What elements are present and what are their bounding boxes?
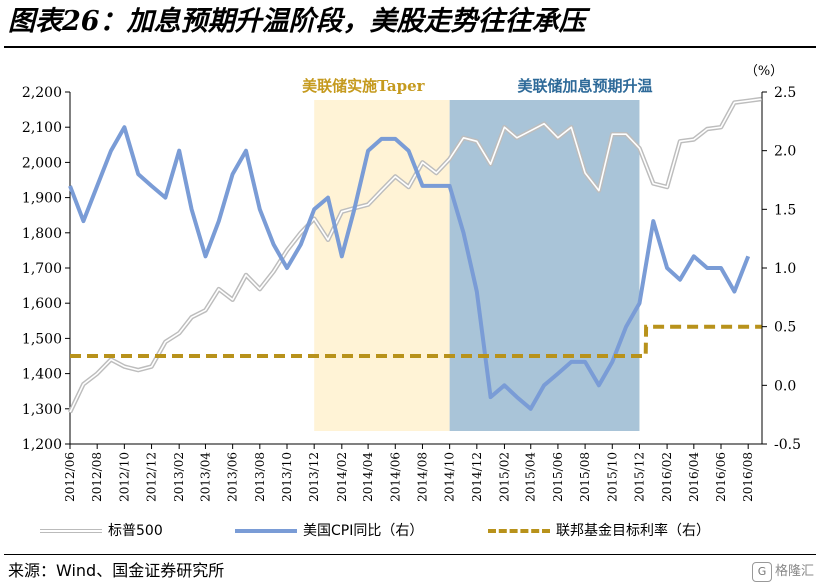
legend-label-cpi: 美国CPI同比（右）: [303, 523, 424, 539]
x-tick-label: 2013/08: [253, 452, 267, 502]
y-right-tick-label: 1.0: [774, 261, 796, 277]
y-left-tick-label: 2,100: [22, 120, 62, 136]
y-left-tick-label: 1,500: [22, 331, 62, 347]
legend-item-fed-rate: 联邦基金目标利率（右）: [488, 517, 710, 545]
region-label-0: 美联储实施Taper: [302, 77, 425, 95]
watermark-logo-icon: G: [751, 561, 772, 582]
x-tick-label: 2015/06: [551, 452, 565, 502]
chart-title: 图表26：加息预期升温阶段，美股走势往往承压: [8, 6, 586, 37]
x-tick-label: 2015/08: [578, 452, 592, 502]
chart-canvas: 1,200 1,300 1,400 1,500 1,600 1,700 1,800 1,900…: [22, 64, 801, 502]
x-tick-label: 2013/04: [198, 452, 212, 502]
series-sp500-line: [69, 98, 762, 413]
y-right-tick-label: 0.0: [774, 378, 796, 394]
y-left-tick-label: 1,700: [22, 261, 62, 277]
y-left-tick-label: 1,300: [22, 402, 62, 418]
title-divider: [4, 46, 816, 48]
legend-label-sp500: 标普500: [108, 523, 163, 539]
x-tick-label: 2012/08: [90, 452, 104, 502]
source-note: 来源：Wind、国金证券研究所: [8, 561, 225, 580]
x-tick-label: 2016/06: [714, 452, 728, 502]
legend-label-fed-rate: 联邦基金目标利率（右）: [556, 523, 710, 539]
y-right-tick-label: -0.5: [774, 437, 801, 453]
y-left-tick-label: 2,000: [22, 155, 62, 171]
legend: 标普500 美国CPI同比（右） 联邦基金目标利率（右）: [40, 517, 810, 545]
x-tick-label: 2012/12: [145, 452, 159, 502]
x-tick-label: 2014/12: [470, 452, 484, 502]
y-left-tick-label: 1,200: [22, 437, 62, 453]
y-right-tick-label: 0.5: [774, 320, 796, 336]
y-left-tick-label: 1,900: [22, 191, 62, 207]
x-tick-label: 2016/08: [741, 452, 755, 502]
y-left-tick-label: 1,800: [22, 226, 62, 242]
x-tick-label: 2016/04: [687, 452, 701, 502]
x-tick-label: 2016/02: [660, 452, 674, 502]
series-cpi-line: [68, 125, 751, 411]
shaded-region-1: [449, 100, 640, 431]
x-tick-label: 2015/10: [605, 452, 619, 502]
x-tick-label: 2013/12: [307, 452, 321, 502]
shaded-regions: [314, 100, 640, 431]
watermark: G 格隆汇: [751, 560, 814, 584]
x-tick-label: 2015/02: [497, 452, 511, 502]
axes: 1,200 1,300 1,400 1,500 1,600 1,700 1,800 1,900…: [22, 64, 801, 502]
x-tick-label: 2013/02: [172, 452, 186, 502]
y-left-tick-label: 2,200: [22, 85, 62, 101]
legend-swatch-sp500: [40, 529, 102, 533]
x-tick-label: 2015/12: [632, 452, 646, 502]
region-labels: 美联储实施Taper 美联储加息预期升温: [302, 77, 652, 95]
legend-item-cpi: 美国CPI同比（右）: [235, 517, 423, 545]
x-tick-label: 2013/10: [280, 452, 294, 502]
y-left-tick-label: 1,600: [22, 296, 62, 312]
y-right-tick-label: 1.5: [774, 202, 796, 218]
region-label-1: 美联储加息预期升温: [517, 77, 652, 95]
legend-swatch-cpi: [235, 529, 297, 533]
x-tick-label: 2012/06: [63, 452, 77, 502]
x-tick-label: 2014/02: [335, 452, 349, 502]
series-lines: [67, 96, 762, 414]
y-right-unit-label: （%）: [745, 64, 783, 79]
x-tick-label: 2014/08: [415, 452, 429, 502]
legend-swatch-fed-rate: [488, 529, 550, 533]
footer-divider: [4, 554, 816, 555]
y-left-tick-label: 1,400: [22, 367, 62, 383]
shaded-region-0: [314, 100, 450, 431]
x-tick-label: 2014/06: [388, 452, 402, 502]
x-tick-label: 2014/04: [361, 452, 375, 502]
watermark-text: 格隆汇: [774, 564, 814, 579]
legend-item-sp500: 标普500: [40, 517, 163, 545]
y-right-tick-label: 2.5: [774, 85, 796, 101]
x-tick-label: 2014/10: [443, 452, 457, 502]
x-tick-label: 2013/06: [226, 452, 240, 502]
x-tick-label: 2012/10: [117, 452, 131, 502]
y-right-tick-label: 2.0: [774, 144, 796, 160]
x-tick-label: 2015/04: [524, 452, 538, 502]
